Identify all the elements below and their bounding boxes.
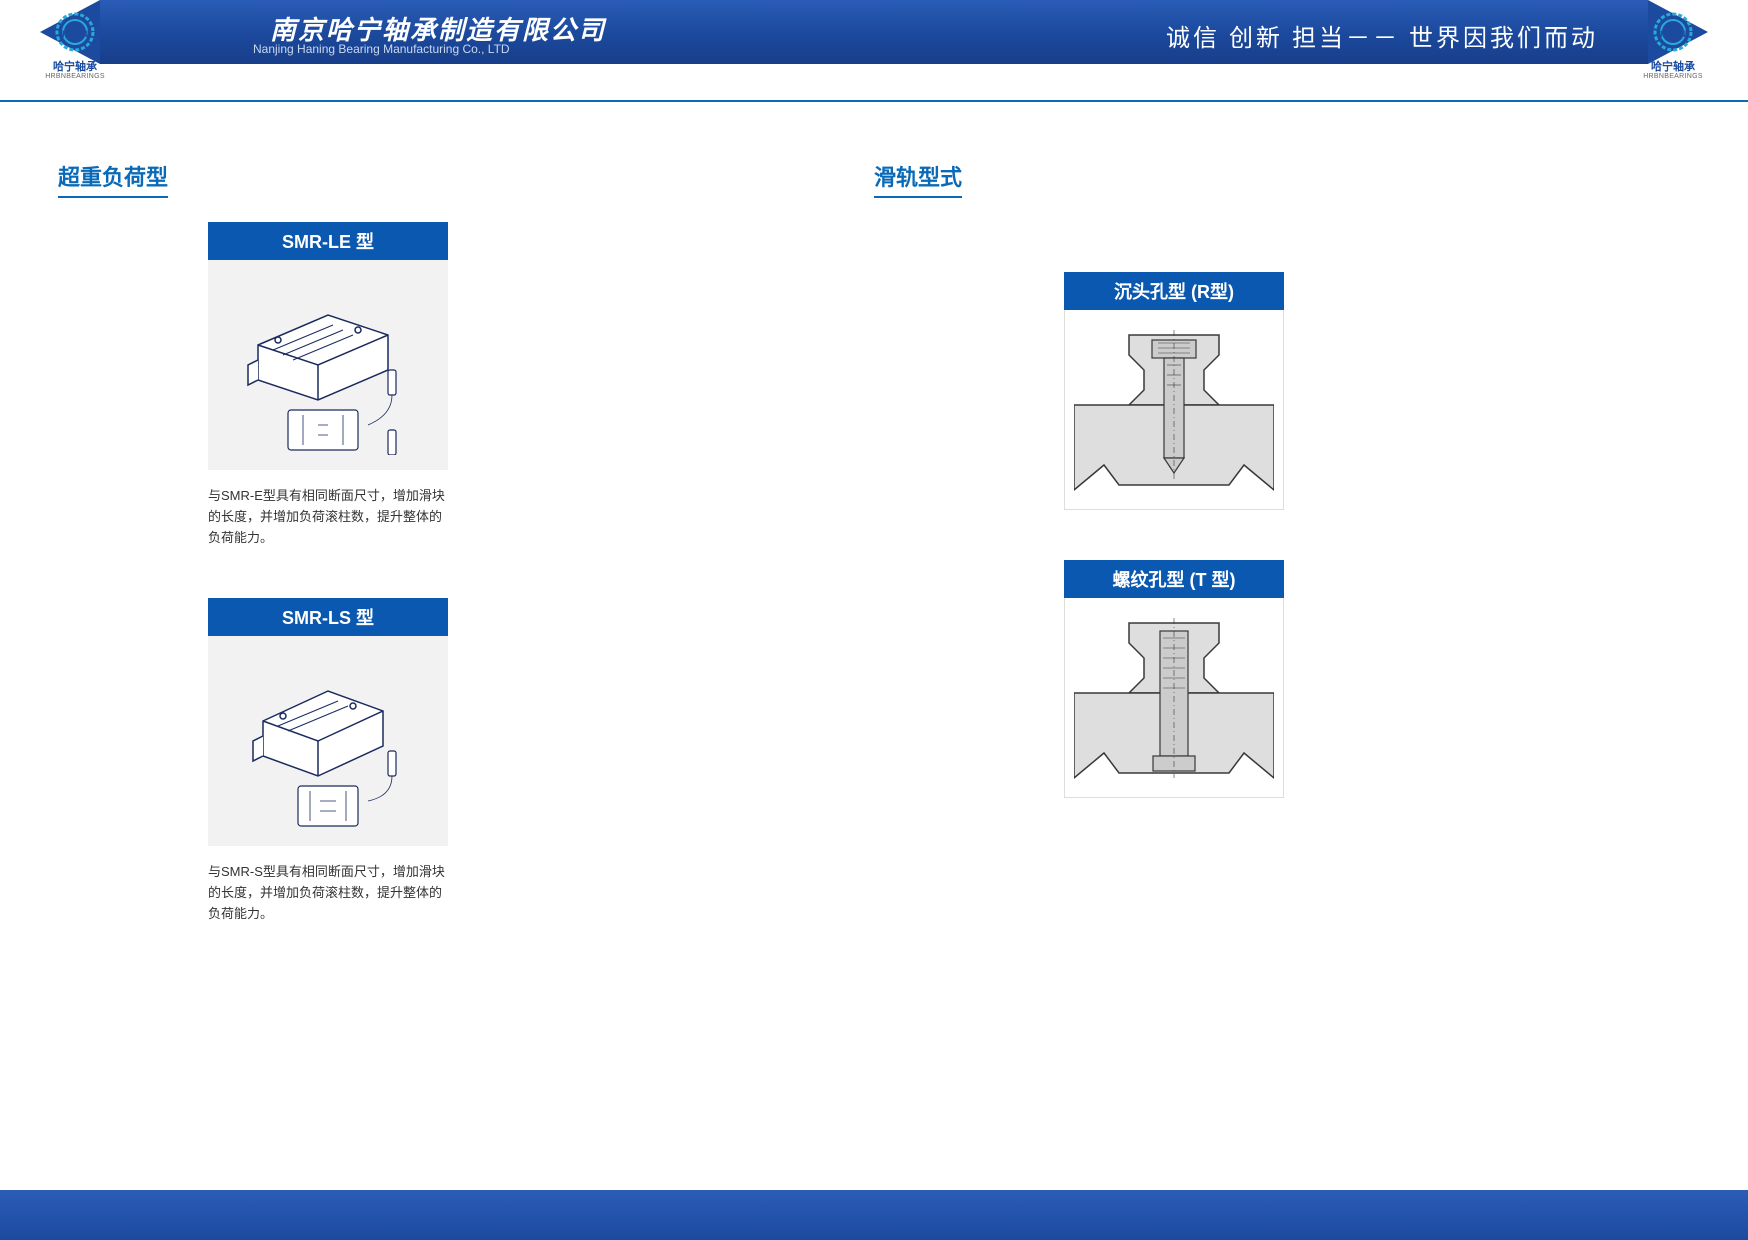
countersink-hole-diagram-icon (1074, 315, 1274, 505)
logo-cn: 哈宁轴承 (1628, 61, 1718, 73)
page-footer (0, 1190, 1748, 1240)
page-header: HRBN 哈宁轴承 HRBNBEARINGS HRBN 哈宁轴承 HRBNBEA… (0, 0, 1748, 64)
rail-title: 螺纹孔型 (T 型) (1064, 560, 1284, 598)
rail-card-r-type: 沉头孔型 (R型) (1064, 272, 1284, 510)
logo-en: HRBNBEARINGS (30, 73, 120, 80)
company-slogan: 诚信 创新 担当－－ 世界因我们而动 (1166, 18, 1598, 53)
product-description: 与SMR-E型具有相同断面尺寸，增加滑块的长度，并增加负荷滚柱数，提升整体的负荷… (208, 486, 448, 548)
logo-cn: 哈宁轴承 (30, 61, 120, 73)
product-diagram (208, 636, 448, 846)
bearing-block-diagram-icon (228, 275, 428, 455)
gear-logo-icon: HRBN (53, 10, 97, 54)
rail-card-t-type: 螺纹孔型 (T 型) (1064, 560, 1284, 798)
page-content: 超重负荷型 SMR-LE 型 (0, 160, 1748, 975)
logo-en: HRBNBEARINGS (1628, 73, 1718, 80)
header-divider (0, 100, 1748, 102)
svg-text:HRBN: HRBN (1660, 29, 1686, 39)
company-name-en: Nanjing Haning Bearing Manufacturing Co.… (253, 42, 510, 56)
product-card-smr-le: SMR-LE 型 (208, 222, 448, 548)
rail-diagram (1064, 598, 1284, 798)
product-card-smr-ls: SMR-LS 型 (208, 598, 448, 924)
product-diagram (208, 260, 448, 470)
left-column: 超重负荷型 SMR-LE 型 (0, 160, 874, 975)
svg-text:HRBN: HRBN (62, 29, 88, 39)
logo-left: HRBN 哈宁轴承 HRBNBEARINGS (30, 10, 120, 80)
section-title-heavy-load: 超重负荷型 (58, 160, 168, 198)
bearing-block-diagram-icon (228, 651, 428, 831)
threaded-hole-diagram-icon (1074, 603, 1274, 793)
rail-title: 沉头孔型 (R型) (1064, 272, 1284, 310)
product-description: 与SMR-S型具有相同断面尺寸，增加滑块的长度，并增加负荷滚柱数，提升整体的负荷… (208, 862, 448, 924)
product-title: SMR-LS 型 (208, 598, 448, 636)
product-title: SMR-LE 型 (208, 222, 448, 260)
logo-right: HRBN 哈宁轴承 HRBNBEARINGS (1628, 10, 1718, 80)
right-column: 滑轨型式 沉头孔型 (R型) (874, 160, 1748, 975)
rail-diagram (1064, 310, 1284, 510)
gear-logo-icon: HRBN (1651, 10, 1695, 54)
section-title-rail-type: 滑轨型式 (874, 160, 962, 198)
